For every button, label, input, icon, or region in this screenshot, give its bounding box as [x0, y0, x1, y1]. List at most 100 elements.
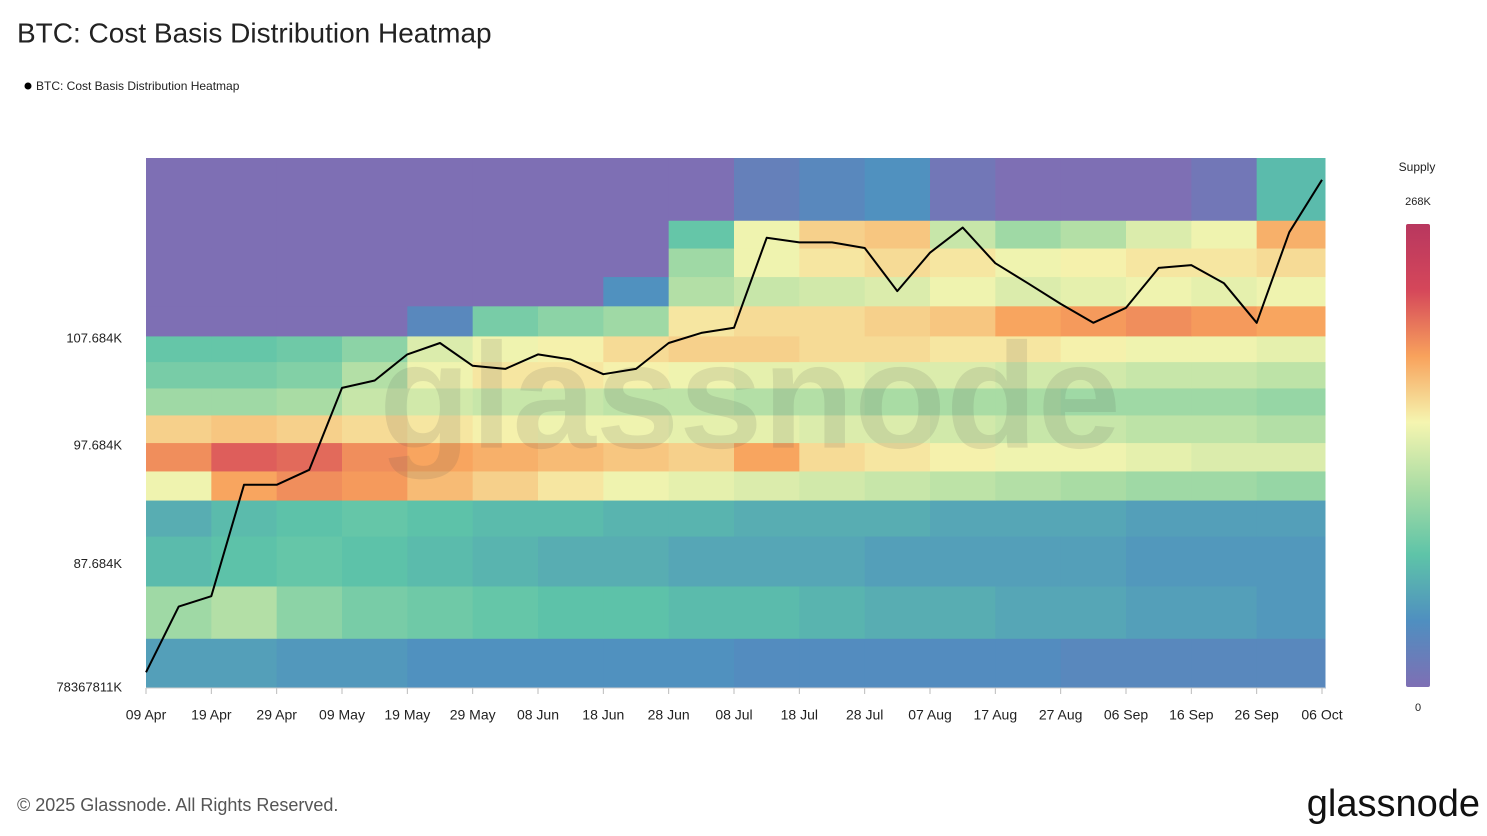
price-line — [145, 179, 1323, 673]
heat-cell — [472, 305, 539, 337]
heat-cell — [603, 220, 670, 249]
heat-cell — [538, 276, 604, 307]
heat-cell — [930, 387, 996, 416]
heat-cell — [930, 638, 996, 689]
heat-cell — [734, 585, 800, 639]
logo: glassnode — [1307, 783, 1480, 825]
heat-cell — [1191, 638, 1258, 689]
heat-cell — [407, 500, 474, 537]
heat-cell — [211, 500, 278, 537]
heat-cell — [799, 335, 866, 363]
heat-cell — [995, 638, 1062, 689]
heat-cell — [407, 638, 474, 689]
y-tick-label: 87.684K — [74, 556, 123, 571]
heat-cell — [407, 220, 474, 249]
heatmap — [146, 158, 1326, 689]
heat-cell — [799, 500, 866, 537]
heat-cell — [407, 442, 474, 472]
heat-cell — [930, 276, 996, 307]
heat-cell — [1126, 414, 1192, 444]
heat-cell — [342, 414, 408, 444]
heat-cell — [668, 361, 735, 389]
heat-cell — [1126, 305, 1192, 337]
heat-cell — [538, 220, 604, 249]
heat-cell — [407, 387, 474, 416]
heat-cell — [211, 414, 278, 444]
heat-cell — [1256, 638, 1326, 689]
heat-cell — [995, 220, 1062, 249]
heat-cell — [995, 248, 1062, 278]
heat-cell — [472, 500, 539, 537]
heat-cell — [668, 158, 735, 221]
heat-cell — [799, 158, 866, 221]
heat-cell — [538, 305, 604, 337]
heat-cell — [1126, 361, 1192, 389]
heat-cell — [276, 500, 343, 537]
chart-title: BTC: Cost Basis Distribution Heatmap — [17, 17, 492, 48]
heat-cell — [995, 305, 1062, 337]
heat-cell — [211, 387, 278, 416]
heat-cell — [146, 276, 212, 307]
x-tick-label: 08 Jul — [715, 707, 752, 723]
x-tick-label: 18 Jul — [781, 707, 818, 723]
heat-cell — [1191, 585, 1258, 639]
heat-cell — [1126, 585, 1192, 639]
heat-cell — [211, 305, 278, 337]
heat-cell — [1060, 387, 1127, 416]
heat-cell — [146, 248, 212, 278]
heat-cell — [603, 414, 670, 444]
heat-cell — [995, 442, 1062, 472]
heat-cell — [407, 158, 474, 221]
heat-cell — [342, 500, 408, 537]
heat-cell — [1191, 387, 1258, 416]
heat-cell — [1256, 248, 1326, 278]
heat-cell — [734, 276, 800, 307]
heat-cell — [1256, 220, 1326, 249]
heat-cell — [342, 638, 408, 689]
heat-cell — [930, 500, 996, 537]
heat-cell — [1191, 276, 1258, 307]
heat-cell — [1060, 585, 1127, 639]
heat-cell — [211, 248, 278, 278]
heat-cell — [276, 305, 343, 337]
legend-swatch — [24, 82, 32, 90]
heat-cell — [472, 536, 539, 587]
heat-cell — [146, 442, 212, 472]
heat-cell — [864, 536, 931, 587]
heat-cell — [930, 158, 996, 221]
heat-cell — [276, 470, 343, 501]
heat-cell — [1191, 500, 1258, 537]
heat-cell — [799, 387, 866, 416]
heat-cell — [342, 585, 408, 639]
heat-cell — [799, 638, 866, 689]
heat-cell — [603, 500, 670, 537]
heat-cell — [1191, 442, 1258, 472]
heat-cell — [1060, 220, 1127, 249]
heat-cell — [407, 536, 474, 587]
heat-cell — [1126, 220, 1192, 249]
heat-cell — [1126, 500, 1192, 537]
heat-cell — [1126, 276, 1192, 307]
heat-cell — [342, 248, 408, 278]
x-tick-label: 28 Jun — [648, 707, 690, 723]
heat-cell — [603, 158, 670, 221]
heat-cell — [407, 276, 474, 307]
heat-cell — [603, 248, 670, 278]
colorbar-tick-label: 268K — [1405, 196, 1431, 208]
heat-cell — [603, 387, 670, 416]
heat-cell — [407, 248, 474, 278]
heat-cell — [799, 305, 866, 337]
heat-cell — [1126, 387, 1192, 416]
x-tick-label: 28 Jul — [846, 707, 883, 723]
x-tick-label: 09 Apr — [126, 707, 167, 723]
heat-cell — [799, 585, 866, 639]
heat-cell — [799, 276, 866, 307]
heat-cell — [276, 248, 343, 278]
heat-cell — [799, 220, 866, 249]
heat-cell — [1191, 470, 1258, 501]
heat-cell — [407, 470, 474, 501]
heat-cell — [1191, 536, 1258, 587]
heat-cell — [734, 305, 800, 337]
heat-cell — [276, 276, 343, 307]
heat-cell — [734, 387, 800, 416]
